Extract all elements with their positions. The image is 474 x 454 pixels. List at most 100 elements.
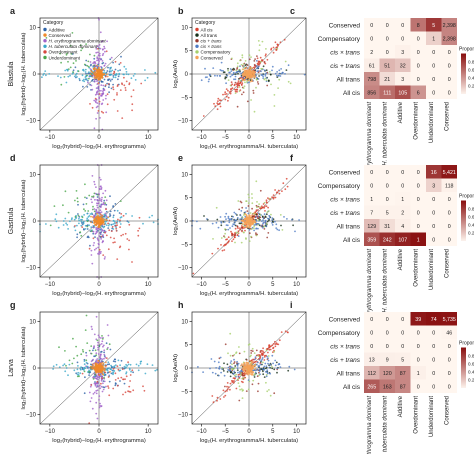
- heatmap-cell-value: 0: [370, 170, 373, 176]
- data-point: [257, 223, 259, 226]
- data-point: [99, 228, 102, 231]
- data-point: [236, 234, 239, 236]
- data-point: [227, 67, 229, 70]
- data-point: [276, 371, 278, 374]
- data-point: [224, 343, 227, 346]
- data-point: [206, 218, 208, 220]
- data-point: [95, 186, 97, 189]
- data-point: [71, 73, 74, 75]
- data-point: [92, 349, 94, 352]
- data-point: [104, 214, 107, 217]
- data-point: [94, 71, 96, 74]
- heatmap-cell-value: 0: [401, 330, 404, 336]
- legend-item-label: H. tuberculata dominant: [49, 44, 98, 49]
- colorbar-step: [461, 367, 466, 370]
- heatmap-cell-value: 61: [369, 63, 375, 69]
- data-point: [100, 188, 103, 191]
- data-point: [83, 228, 85, 231]
- data-point: [199, 227, 202, 230]
- data-point: [227, 366, 230, 369]
- y-tick-label: −5: [181, 389, 189, 395]
- heatmap-cell: [441, 205, 457, 219]
- data-point: [124, 87, 127, 89]
- data-point: [278, 78, 281, 81]
- data-point: [242, 366, 245, 369]
- heatmap-cell-value: 0: [448, 357, 451, 363]
- heatmap-cell: [410, 219, 426, 233]
- data-point: [225, 218, 227, 221]
- heatmap-cell-value: 0: [386, 170, 389, 176]
- data-point: [74, 199, 76, 202]
- data-point: [95, 367, 98, 370]
- heatmap-cell-value: 2: [401, 210, 404, 216]
- legend-item-label: Conserved: [201, 55, 224, 60]
- data-point: [101, 377, 103, 379]
- data-point: [103, 376, 105, 379]
- heatmap-cell: [364, 325, 380, 339]
- heatmap-cell: [426, 366, 442, 380]
- data-point: [239, 388, 242, 391]
- colorbar-step: [461, 371, 466, 374]
- data-point: [275, 223, 278, 226]
- data-point: [76, 368, 79, 371]
- heatmap-row-label: Conserved: [329, 169, 361, 176]
- colorbar-step: [461, 230, 466, 233]
- data-point: [263, 206, 266, 209]
- data-point: [248, 232, 251, 235]
- data-point: [125, 80, 128, 83]
- data-point: [95, 219, 97, 222]
- data-point: [99, 70, 102, 73]
- data-point: [265, 72, 268, 75]
- data-point: [86, 365, 88, 368]
- data-point: [59, 76, 62, 79]
- data-point: [77, 365, 79, 367]
- data-point: [94, 198, 96, 201]
- heatmap-cell-value: 9: [386, 357, 389, 363]
- panel-letter: f: [290, 153, 294, 163]
- data-point: [227, 79, 230, 81]
- data-point: [244, 368, 246, 371]
- y-tick-label: −10: [26, 119, 37, 125]
- data-point: [100, 110, 103, 113]
- data-point: [215, 206, 218, 209]
- data-point: [238, 399, 241, 402]
- data-point: [224, 385, 226, 388]
- data-point: [110, 87, 113, 90]
- colorbar-step: [461, 202, 466, 205]
- heatmap-cell-value: 3: [401, 50, 404, 56]
- data-point: [108, 343, 111, 346]
- data-point: [266, 220, 269, 223]
- data-point: [138, 227, 141, 230]
- data-point: [238, 208, 241, 211]
- data-point: [258, 60, 260, 63]
- data-point: [236, 225, 239, 228]
- data-point: [226, 363, 229, 366]
- data-point: [102, 388, 105, 391]
- data-point: [102, 99, 105, 101]
- x-tick-label: 0: [97, 429, 101, 435]
- data-point: [129, 391, 132, 393]
- data-point: [271, 69, 273, 72]
- data-point: [87, 60, 90, 63]
- data-point: [255, 227, 257, 230]
- data-point: [120, 213, 123, 215]
- data-point: [106, 324, 109, 326]
- data-point: [93, 180, 96, 183]
- data-point: [240, 241, 243, 244]
- data-point: [112, 86, 114, 89]
- data-point: [214, 74, 216, 77]
- data-point: [73, 218, 76, 221]
- data-point: [242, 364, 245, 367]
- data-point: [131, 261, 133, 263]
- data-point: [250, 228, 253, 231]
- data-point: [84, 376, 86, 379]
- data-point: [125, 366, 127, 369]
- data-point: [41, 76, 43, 79]
- heatmap-cell-value: 0: [370, 344, 373, 350]
- heatmap-cell: [410, 45, 426, 59]
- data-point: [226, 385, 228, 388]
- data-point: [239, 65, 241, 68]
- data-point: [257, 70, 259, 72]
- data-point: [267, 218, 270, 220]
